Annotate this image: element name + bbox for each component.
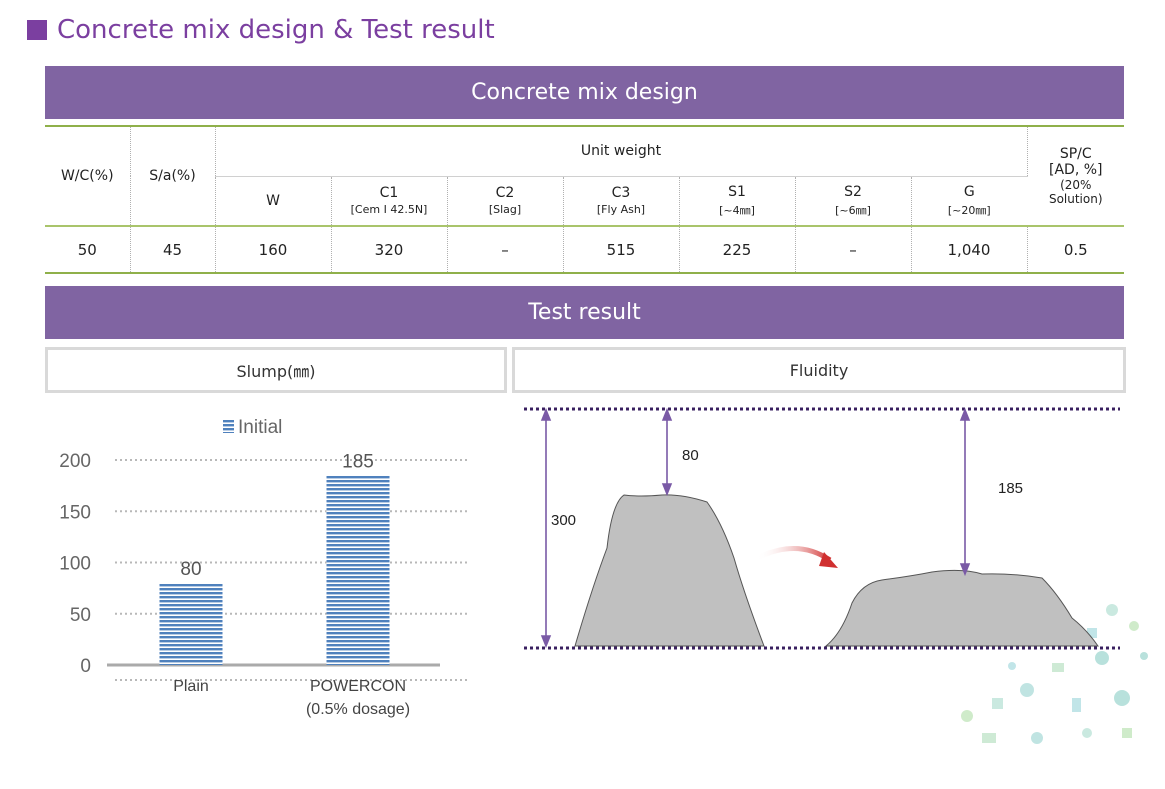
value-cell: 0.5 [1063,240,1088,259]
sub-header-detail: [Cem Ⅰ 42.5N] [350,203,428,217]
legend-swatch [223,419,234,433]
sub-header-label: W [266,192,280,209]
value-cell: 1,040 [911,226,1028,273]
fluidity-diagram: 300 80 185 [524,407,1148,744]
transition-arrowhead [819,552,838,568]
col-header-sa: S/a(%) [130,126,216,227]
transition-arrow [755,546,832,563]
legend-label: Initial [238,417,282,438]
sub-header-label: C2 [495,185,515,202]
data-label: 80 [180,559,201,580]
value-cell: 320 [331,226,448,273]
sub-header-c1: C1 [Cem Ⅰ 42.5N] [331,176,448,227]
x-tick-label: POWERCON [310,678,406,695]
sub-header-c3: C3 [Fly Ash] [563,176,680,227]
spc-line-4: Solution) [1048,192,1103,206]
page-title-row: Concrete mix design & Test result [27,14,495,46]
powercon-slump-shape [824,569,1099,647]
bar [159,583,223,665]
sub-header-label: C3 [611,185,631,202]
sub-header-detail: [Fly Ash] [596,203,646,217]
slump-header: Slump(㎜) [45,347,507,393]
value-cell: 225 [679,226,796,273]
x-tick-label: Plain [173,678,209,695]
spc-line-3: (20% [1060,178,1092,192]
sub-header-s1: S1 [~4㎜] [679,176,796,227]
y-tick-label: 0 [80,656,91,677]
value-cell: – [795,226,912,273]
test-result-banner: Test result [45,286,1124,339]
value-cell: 45 [130,226,216,273]
cone-height-label: 300 [551,512,576,529]
sub-header-detail: [~20㎜] [947,203,991,217]
value-cell: 515 [563,226,680,273]
y-tick-label: 200 [59,451,91,472]
plain-slump-shape [574,494,765,647]
powercon-drop-label: 185 [998,480,1023,497]
y-tick-label: 50 [70,605,91,626]
sub-header-s2: S2 [~6㎜] [795,176,912,227]
title-square-icon [27,20,47,40]
spc-line-1: SP/C [1059,146,1092,162]
value-cell: 160 [215,226,332,273]
page-title: Concrete mix design & Test result [57,15,495,45]
sub-header-w: W [215,176,332,227]
sub-header-detail: [~4㎜] [719,203,755,217]
sub-header-label: S1 [728,183,746,200]
x-tick-label: (0.5% dosage) [306,701,410,718]
sub-header-c2: C2 [Slag] [447,176,564,227]
bar [326,475,390,665]
y-tick-label: 100 [59,554,91,575]
y-tick-label: 150 [59,502,91,523]
col-header-spc: SP/C [AD, %] (20% Solution) [1027,126,1124,227]
sub-header-detail: [Slag] [488,203,522,217]
col-header-wc: W/C(%) [45,126,131,227]
sub-header-detail: [~6㎜] [835,203,871,217]
sub-header-label: S2 [844,183,862,200]
data-label: 185 [342,451,374,472]
mix-design-banner: Concrete mix design [45,66,1124,119]
sub-header-label: C1 [379,185,399,202]
sub-header-g: G [~20㎜] [911,176,1027,227]
fluidity-header: Fluidity [512,347,1126,393]
col-header-unit-weight: Unit weight [215,126,1028,177]
value-cell: – [447,226,564,273]
value-cell: 50 [45,226,131,273]
plain-drop-label: 80 [682,447,699,464]
decorative-icons [961,604,1148,744]
sub-header-label: G [963,183,975,200]
mix-design-table: W/C(%) S/a(%) Unit weight SP/C [AD, %] (… [45,125,1124,274]
slump-chart: 0 50 100 150 200 Initial 80 Plain 185 POWERCON (0.… [59,417,470,718]
spc-line-2: [AD, %] [1049,162,1103,178]
